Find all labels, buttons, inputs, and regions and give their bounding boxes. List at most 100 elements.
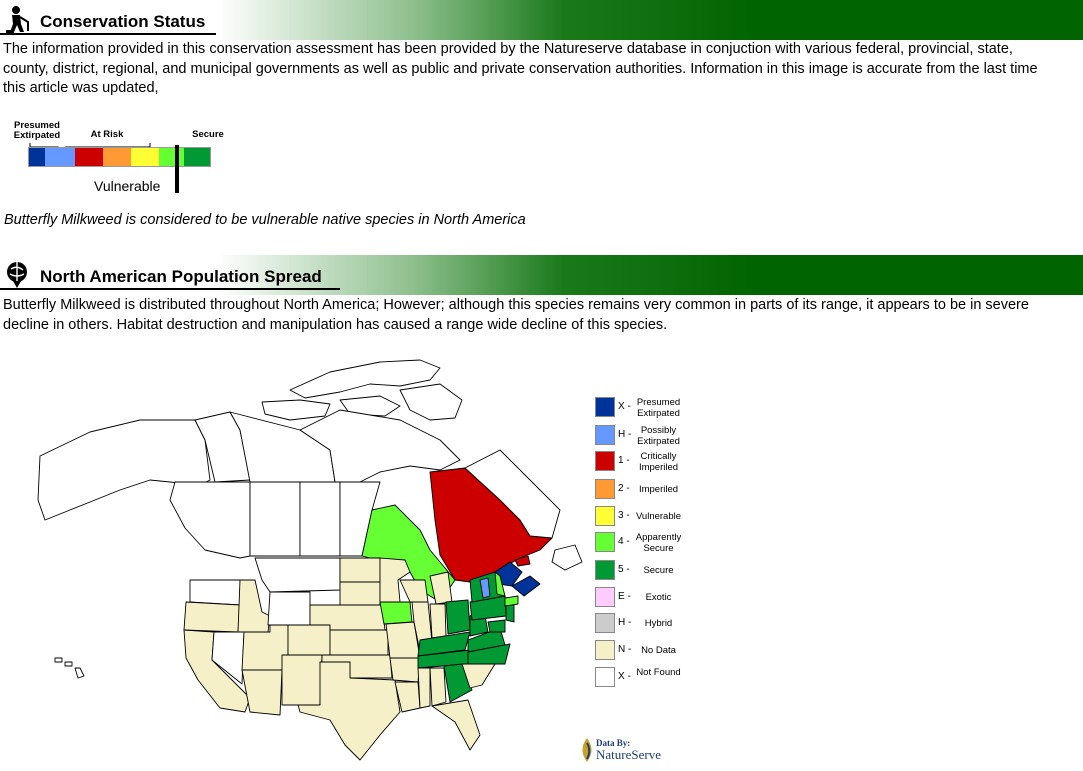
heading-underline: [0, 33, 216, 35]
region-arizona: [241, 669, 283, 716]
legend-label: Presumed Extirpated: [636, 397, 681, 419]
legend-row: 3 - Vulnerable: [595, 506, 705, 528]
scale-segment: [131, 148, 159, 166]
region-washington: [189, 579, 241, 606]
legend-swatch: [595, 667, 615, 687]
region-indiana: [429, 603, 447, 639]
region-iowa: [379, 601, 413, 625]
region-michigan: [429, 571, 453, 605]
conservation-status-heading: Conservation Status: [40, 12, 206, 31]
status-scale: Presumed Extirpated At Risk Secure Vulne…: [0, 118, 240, 198]
globe-pin-icon: [7, 262, 27, 288]
region-british-columbia: [169, 481, 251, 559]
region-wisconsin: [399, 579, 429, 603]
region-mississippi: [417, 667, 431, 709]
legend-row: E - Exotic: [595, 587, 705, 609]
legend-swatch: [595, 397, 615, 417]
credit-name: NatureServe: [596, 747, 661, 762]
legend-swatch: [595, 560, 615, 580]
region-montana: [254, 557, 341, 593]
scale-segment: [75, 148, 103, 166]
legend-row: X - Not Found: [595, 667, 705, 689]
scale-label-mid: At Risk: [90, 129, 124, 140]
north-america-distribution-map: [37, 359, 583, 761]
region-south-dakota: [339, 581, 381, 606]
population-spread-banner: North American Population Spread: [0, 255, 1083, 295]
legend-code: 2 -: [618, 483, 630, 494]
region-nunavut: [299, 409, 461, 483]
legend-code: X -: [618, 671, 631, 682]
region-wyoming: [267, 591, 311, 626]
legend-row: 1 - Critically Imperiled: [595, 451, 705, 473]
legend-swatch: [595, 479, 615, 499]
region-labrador: [464, 449, 561, 539]
legend-label: Vulnerable: [635, 511, 682, 522]
region-oregon: [183, 601, 241, 633]
region-maryland: [487, 619, 506, 633]
region-vermont: [479, 577, 491, 599]
legend-row: X - Presumed Extirpated: [595, 397, 705, 419]
legend-row: 5 - Secure: [595, 560, 705, 582]
scale-segment: [159, 148, 184, 166]
region-utah: [241, 624, 289, 671]
arctic-island: [261, 399, 331, 421]
legend-code: 5 -: [618, 564, 630, 575]
legend-label: Exotic: [645, 592, 672, 603]
legend-code: H -: [618, 429, 632, 440]
vulnerable-marker: [175, 145, 179, 193]
legend-code: X -: [618, 401, 631, 412]
region-nevada: [211, 631, 245, 685]
legend-swatch: [595, 640, 615, 660]
legend-swatch: [595, 425, 615, 445]
arctic-island: [289, 359, 441, 399]
arctic-island: [399, 383, 463, 421]
legend-swatch: [595, 587, 615, 607]
conservation-status-banner: Conservation Status: [0, 0, 1083, 40]
region-florida: [431, 699, 481, 751]
region-alberta: [249, 481, 301, 557]
legend-code: N -: [618, 644, 632, 655]
legend-code: 4 -: [618, 536, 630, 547]
population-description: Butterfly Milkweed is distributed throug…: [3, 297, 1029, 333]
legend-swatch: [595, 506, 615, 526]
legend-label: Not Found: [636, 667, 681, 678]
region-colorado: [287, 624, 331, 656]
region-hawaii: [54, 657, 85, 679]
legend-swatch: [595, 532, 615, 552]
credit-prefix: Data By:: [596, 738, 631, 748]
scale-segment: [184, 148, 210, 166]
scale-label-left: Presumed Extirpated: [13, 120, 61, 141]
region-south-carolina: [461, 663, 496, 689]
region-nova-scotia: [511, 575, 541, 597]
region-ohio: [445, 599, 471, 635]
legend-label: Secure: [643, 565, 674, 576]
legend-label: Imperiled: [638, 484, 679, 495]
scale-label-right: Secure: [192, 129, 224, 140]
legend-code: 1 -: [618, 455, 630, 466]
region-idaho: [237, 579, 271, 633]
region-massachusetts: [504, 595, 519, 607]
scale-bar: [29, 148, 210, 166]
region-pei: [514, 555, 531, 567]
region-new-mexico: [281, 654, 323, 706]
vulnerable-marker-label: Vulnerable: [94, 178, 161, 194]
legend-row: H - Hybrid: [595, 613, 705, 635]
region-kentucky: [417, 631, 471, 657]
legend-code: E -: [618, 591, 631, 602]
scale-segment: [45, 148, 75, 166]
legend-swatch: [595, 613, 615, 633]
legend-row: 2 - Imperiled: [595, 479, 705, 501]
legend-row: N - No Data: [595, 640, 705, 662]
region-newfoundland: [551, 544, 583, 571]
region-arkansas: [389, 657, 421, 683]
region-maine: [494, 571, 506, 597]
population-spread-heading: North American Population Spread: [40, 267, 322, 286]
person-planting-icon: [6, 6, 29, 33]
natureserve-credit: Data By: NatureServe: [578, 737, 688, 767]
legend-label: Apparently Secure: [635, 532, 682, 554]
region-north-carolina: [467, 643, 511, 665]
legend-code: 3 -: [618, 510, 630, 521]
region-texas: [297, 661, 401, 761]
natureserve-logo-icon: [582, 738, 592, 762]
legend-label: Hybrid: [644, 618, 673, 629]
